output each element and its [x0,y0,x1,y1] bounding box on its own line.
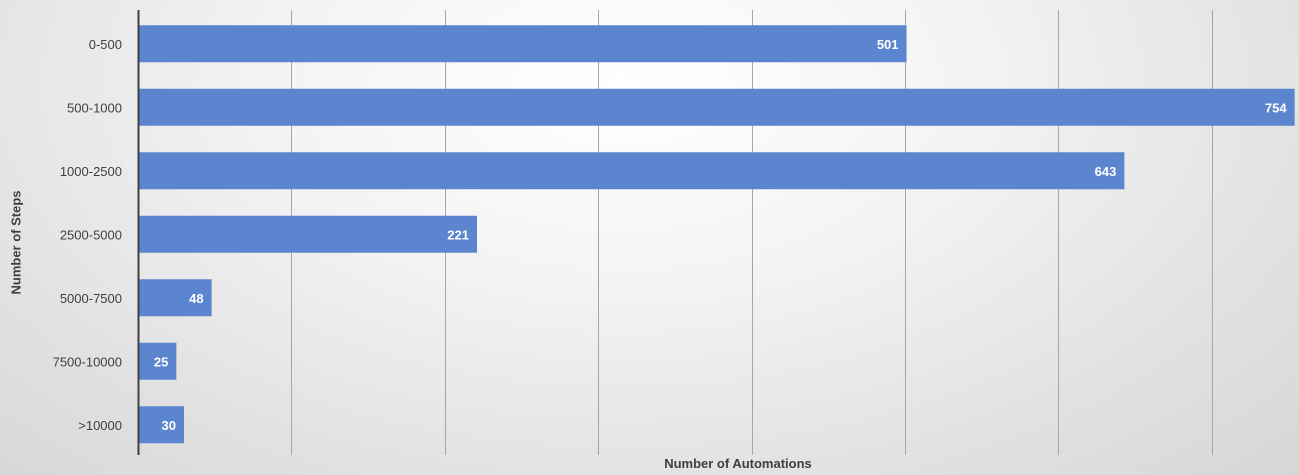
gridlines [291,10,1213,455]
data-labels: 501 754 643 221 48 25 30 [154,37,1288,433]
bar-0 [138,25,907,63]
bar-4 [138,279,212,317]
bar-6 [138,406,185,444]
data-label-4: 48 [189,291,203,306]
data-label-1: 754 [1265,100,1287,115]
data-label-6: 30 [162,418,176,433]
category-label-1: 500-1000 [67,100,122,115]
data-label-3: 221 [447,227,469,242]
data-label-0: 501 [877,37,899,52]
bar-5 [138,342,177,380]
bars [138,25,1295,444]
bar-3 [138,215,478,253]
category-label-3: 2500-5000 [60,227,122,242]
x-axis-title: Number of Automations [664,456,812,471]
bar-2 [138,152,1125,190]
category-label-2: 1000-2500 [60,164,122,179]
category-label-6: >10000 [78,418,122,433]
category-tick-labels: 0-500 500-1000 1000-2500 2500-5000 5000-7500… [53,37,122,433]
data-label-5: 25 [154,354,168,369]
category-label-0: 0-500 [89,37,122,52]
data-label-2: 643 [1095,164,1117,179]
bar-1 [138,88,1295,126]
category-label-4: 5000-7500 [60,291,122,306]
category-label-5: 7500-10000 [53,354,122,369]
